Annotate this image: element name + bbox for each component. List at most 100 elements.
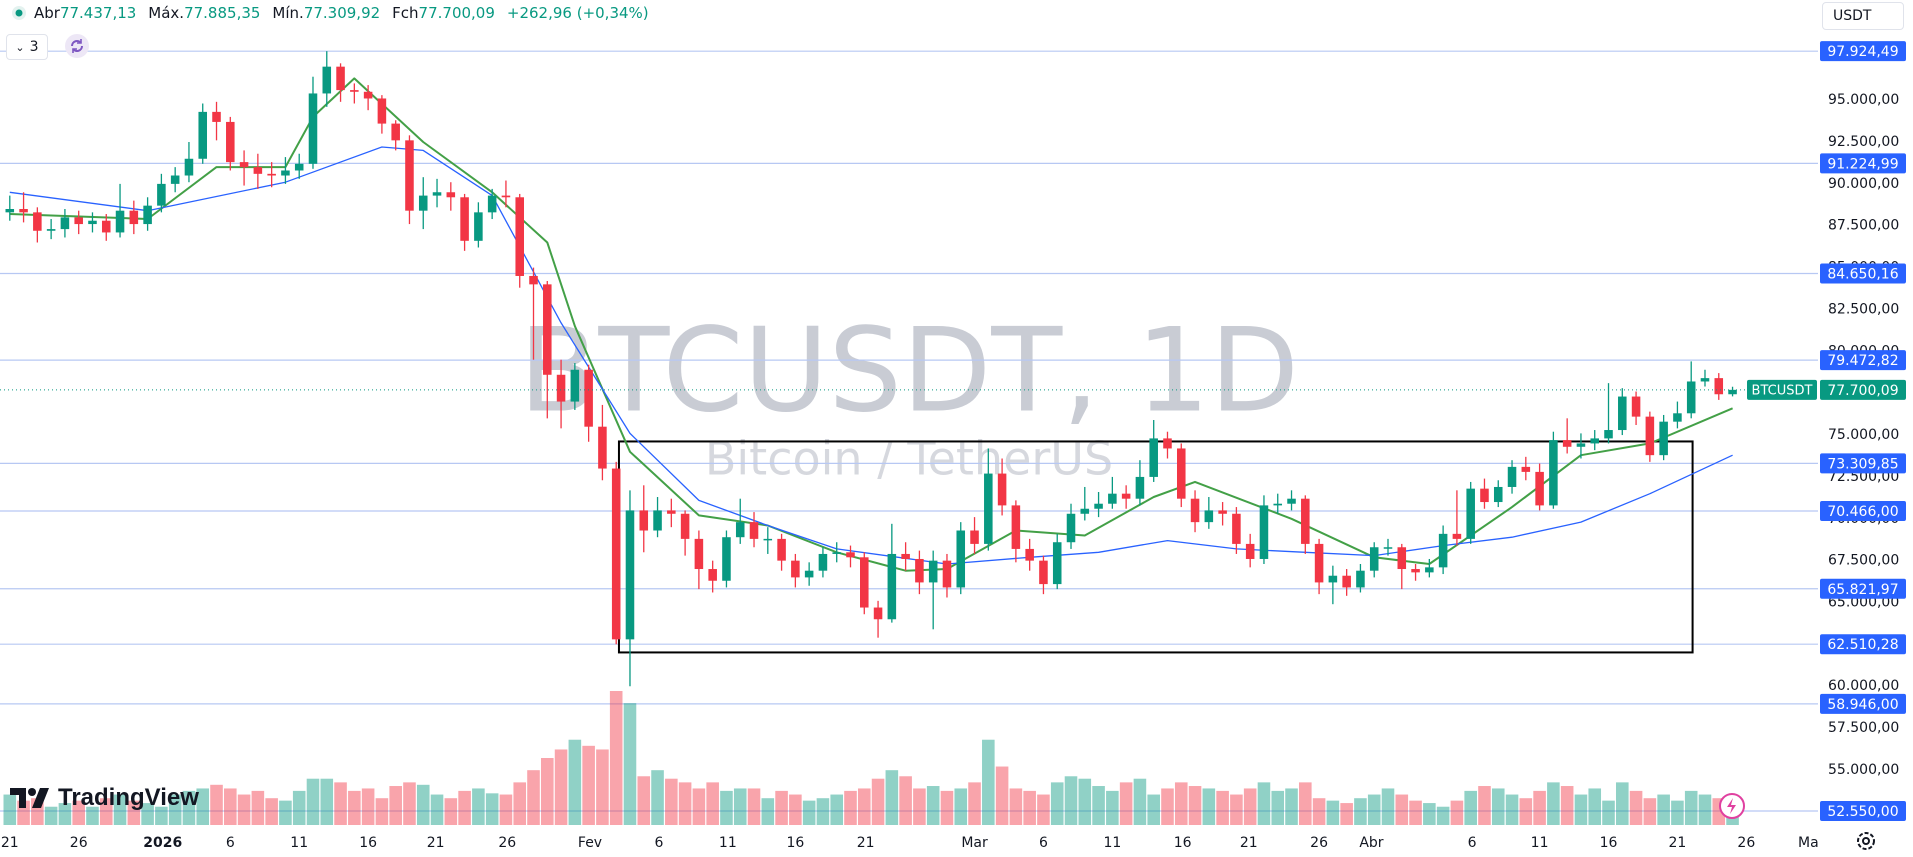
brand-name: TradingView	[58, 784, 199, 811]
volume-bar	[1602, 800, 1615, 825]
candle-body	[198, 111, 208, 159]
volume-bar	[775, 790, 788, 825]
volume-bar	[1547, 782, 1560, 825]
volume-bar	[1147, 794, 1160, 825]
volume-bar	[320, 778, 334, 825]
candle-body	[970, 530, 979, 544]
candle-body	[887, 553, 897, 620]
candle-body	[625, 510, 635, 640]
candle-body	[308, 93, 318, 164]
volume-bar	[44, 806, 58, 825]
candle-body	[942, 560, 952, 588]
candle-body	[322, 66, 332, 94]
candle-body	[157, 183, 166, 206]
y-tick-label: 90.000,00	[1828, 176, 1899, 192]
volume-bar	[1657, 794, 1670, 825]
candle-body	[901, 553, 910, 559]
volume-bar	[1312, 798, 1326, 825]
level-label: 91.224,99	[1827, 156, 1898, 172]
candle-body	[363, 91, 373, 99]
legend-value: 77.309,92	[303, 4, 381, 22]
x-tick-label: 6	[1468, 835, 1477, 851]
volume-bar	[361, 788, 375, 825]
candle-body	[1052, 542, 1062, 585]
volume-bar	[982, 739, 995, 825]
y-tick-label: 67.500,00	[1828, 553, 1899, 569]
candle-body	[1039, 560, 1048, 585]
level-label: 97.924,49	[1827, 44, 1898, 60]
brand-logo: TradingView	[10, 784, 199, 812]
candle-body	[873, 607, 883, 620]
candle-body	[143, 205, 152, 225]
volume-bar	[389, 786, 402, 825]
legend-label: Mín.	[272, 4, 304, 22]
x-tick-label: 6	[1039, 835, 1048, 851]
volume-bar	[1340, 803, 1353, 825]
legend-value: 77.700,09	[418, 4, 495, 22]
volume-bar	[1050, 782, 1064, 825]
volume-bar	[678, 782, 692, 825]
candle-body	[336, 66, 345, 91]
level-label-bg	[1820, 263, 1906, 284]
symbol-label: BTCUSDT	[1752, 383, 1813, 398]
volume-bar	[1299, 782, 1312, 825]
legend-value: 77.437,13	[59, 4, 137, 22]
settings-button[interactable]	[1854, 829, 1878, 853]
quick-action[interactable]	[1718, 792, 1746, 820]
volume-bar	[995, 766, 1009, 825]
volume-bar	[99, 798, 113, 825]
candle-body	[1397, 547, 1407, 570]
volume-bar	[1588, 788, 1602, 825]
volume-bar	[1478, 786, 1491, 825]
candle-body	[708, 569, 717, 581]
x-tick-label: 26	[1737, 835, 1755, 851]
candle-body	[377, 98, 387, 124]
volume-bar	[444, 798, 458, 825]
volume-bar	[857, 788, 871, 825]
legend-label: Máx.	[148, 4, 185, 22]
y-tick-label: 60.000,00	[1828, 678, 1899, 694]
volume-bar	[1271, 790, 1285, 825]
candle-body	[722, 537, 731, 581]
volume-bar	[1423, 803, 1436, 825]
candle-body	[1011, 505, 1021, 549]
x-tick-label: 21	[427, 835, 445, 851]
volume-bar	[1023, 790, 1036, 825]
candle-body	[1163, 438, 1172, 449]
level-label: 58.946,00	[1827, 697, 1898, 713]
candle-body	[639, 510, 649, 531]
volume-bar	[665, 778, 678, 825]
x-tick-label: 21	[857, 835, 875, 851]
candle-body	[60, 217, 70, 230]
candle-body	[860, 557, 869, 608]
candle-body	[1218, 510, 1227, 514]
volume-bar	[1505, 794, 1519, 825]
level-label-bg	[1820, 350, 1906, 371]
currency-select[interactable]: USDT	[1822, 2, 1904, 30]
last-price-label-bg	[1820, 379, 1906, 400]
level-label-bg	[1820, 500, 1906, 521]
x-tick-label: 6	[226, 835, 235, 851]
volume-bar	[513, 782, 527, 825]
candle-body	[460, 197, 469, 241]
x-tick-label: 11	[719, 835, 737, 851]
indicators-toggle[interactable]: ⌄ 3	[6, 34, 48, 60]
candle-body	[846, 552, 855, 558]
candle-body	[391, 123, 400, 141]
candle-body	[832, 552, 841, 554]
y-tick-label: 87.500,00	[1828, 218, 1899, 234]
volume-bar	[348, 790, 361, 825]
last-price-label: 77.700,09	[1827, 383, 1898, 399]
candle-body	[487, 195, 497, 213]
candle-body	[212, 111, 221, 122]
volume-bar	[954, 788, 968, 825]
y-tick-label: 92.500,00	[1828, 134, 1899, 150]
candle-body	[1618, 396, 1627, 431]
candle-body	[928, 560, 938, 583]
candle-body	[1466, 488, 1475, 539]
watermark-subtitle: Bitcoin / TetherUS	[705, 432, 1113, 486]
candle-body	[1232, 513, 1241, 544]
refresh-button[interactable]	[64, 33, 90, 59]
volume-bar	[1078, 778, 1092, 825]
